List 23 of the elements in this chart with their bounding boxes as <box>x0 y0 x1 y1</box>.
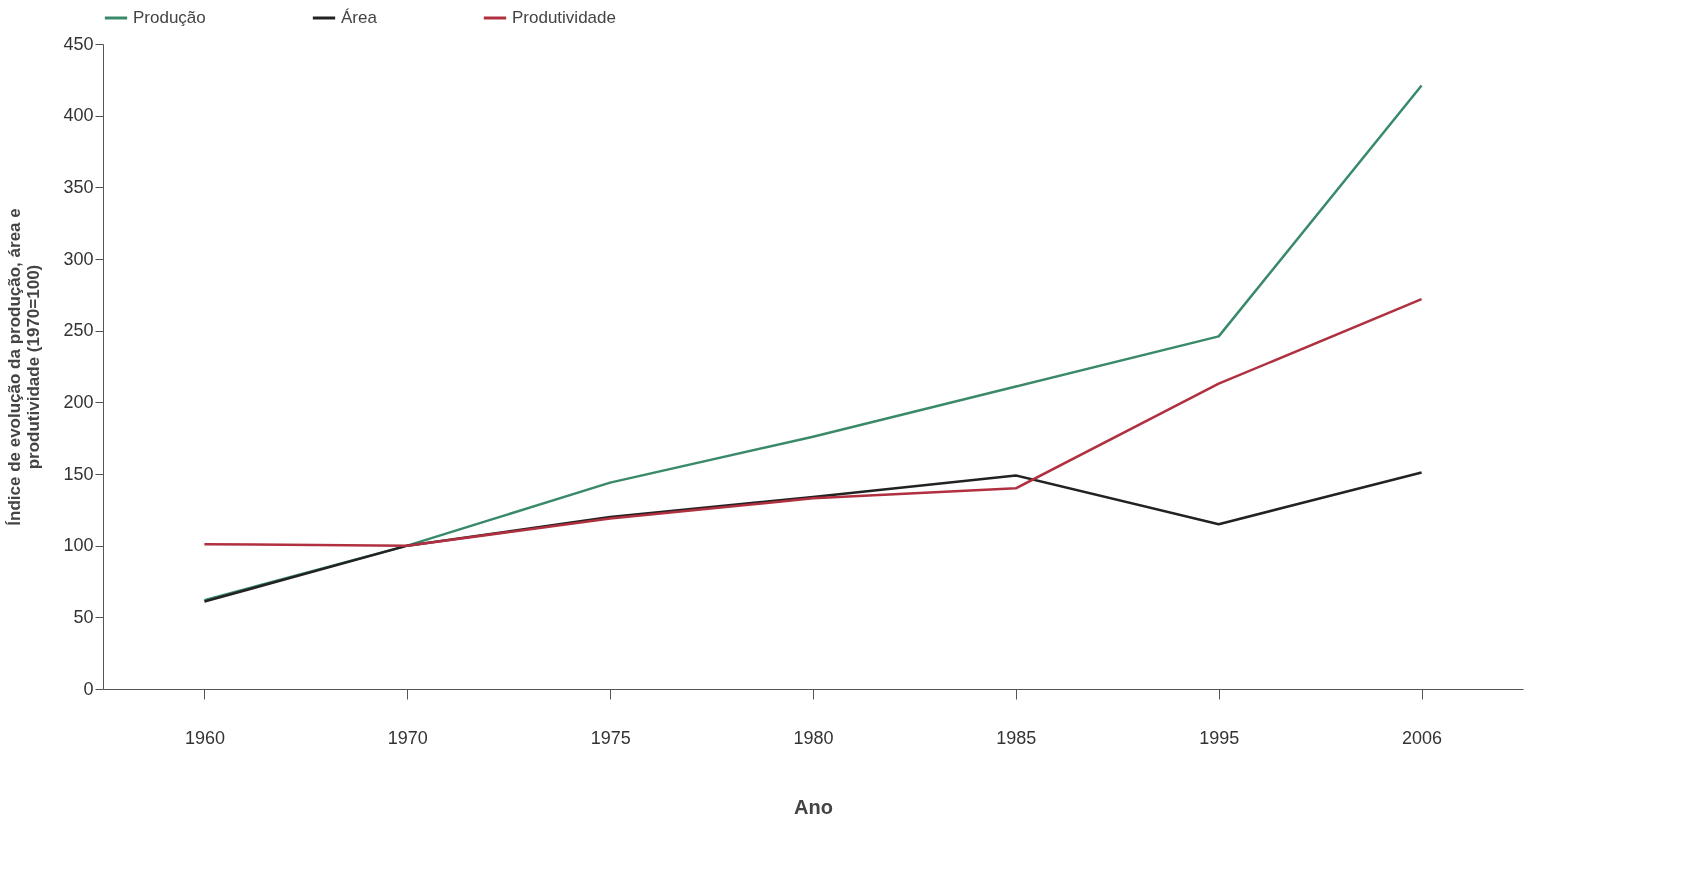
y-tick-label: 450 <box>63 33 94 54</box>
y-tick-label: 250 <box>63 320 94 341</box>
x-tick-label: 1980 <box>793 727 834 748</box>
y-tick-label: 350 <box>63 176 94 197</box>
x-tick-label: 1975 <box>590 727 631 748</box>
x-tick-label: 1985 <box>996 727 1037 748</box>
y-tick-label: 150 <box>63 463 94 484</box>
y-tick-label: 300 <box>63 248 94 269</box>
legend-label: Produção <box>133 8 206 27</box>
legend-label: Produtividade <box>512 8 616 27</box>
legend-label: Área <box>341 8 378 27</box>
x-tick-label: 1995 <box>1199 727 1240 748</box>
y-tick-label: 100 <box>63 535 94 556</box>
y-tick-label: 0 <box>83 678 94 699</box>
x-tick-label: 1960 <box>184 727 225 748</box>
y-tick-label: 400 <box>63 105 94 126</box>
x-tick-label: 2006 <box>1402 727 1443 748</box>
line-series <box>203 297 1423 547</box>
y-tick-label: 200 <box>63 391 94 412</box>
y-axis-title: Índice de evolução da produção, área e produtividade (1970=100) <box>5 208 44 526</box>
x-axis-title: Ano <box>794 795 833 818</box>
x-tick-label: 1970 <box>387 727 428 748</box>
y-tick-label: 50 <box>73 606 94 627</box>
